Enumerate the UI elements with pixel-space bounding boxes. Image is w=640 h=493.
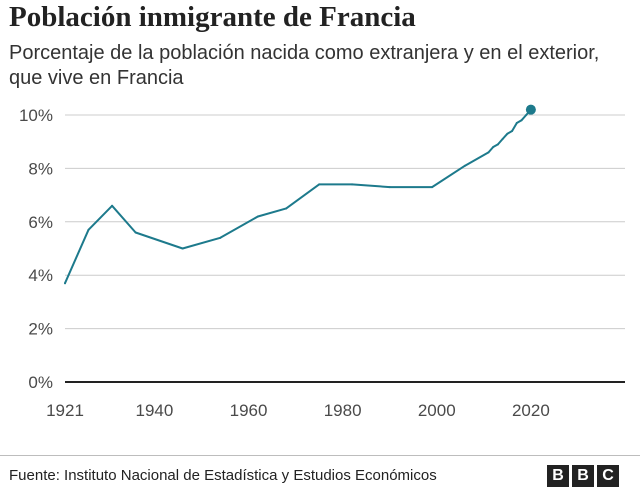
data-point: [388, 186, 391, 189]
x-tick-label: 2020: [512, 401, 550, 420]
data-series: [64, 104, 536, 285]
series-line: [64, 108, 532, 285]
data-point: [501, 138, 504, 141]
data-point: [496, 143, 499, 146]
data-point: [431, 186, 434, 189]
data-point: [464, 164, 466, 167]
y-tick-label: 0%: [28, 373, 53, 392]
x-tick-label: 1921: [46, 401, 84, 420]
x-tick-label: 1960: [230, 401, 268, 420]
data-point: [525, 114, 528, 116]
y-tick-label: 4%: [28, 266, 53, 285]
y-tick-labels: 0% 2% 4% 6% 8% 10%: [19, 106, 53, 392]
data-point: [181, 247, 184, 250]
data-point: [64, 282, 66, 285]
y-tick-label: 6%: [28, 213, 53, 232]
data-point: [515, 122, 518, 125]
data-point: [506, 132, 509, 135]
y-tick-label: 10%: [19, 106, 53, 125]
source-note: Fuente: Instituto Nacional de Estadístic…: [9, 467, 437, 484]
x-tick-label: 2000: [418, 401, 456, 420]
x-tick-label: 1980: [324, 401, 362, 420]
end-point-marker: [525, 104, 536, 115]
logo-letter-b1: B: [547, 465, 569, 487]
x-tick-label: 1940: [135, 401, 173, 420]
data-point: [134, 231, 137, 234]
x-tick-labels: 1921 1940 1960 1980 2000 2020: [46, 401, 550, 420]
data-point: [511, 130, 514, 133]
data-point: [285, 207, 288, 210]
data-point: [219, 236, 222, 239]
data-point: [351, 183, 354, 186]
line-chart: 0% 2% 4% 6% 8% 10% 1921 1940 1960 1980 2000 2020: [19, 104, 625, 420]
data-point: [111, 204, 114, 207]
data-point: [520, 119, 523, 122]
chart-title: Población inmigrante de Francia: [9, 1, 416, 33]
chart-subtitle: Porcentaje de la población nacida como e…: [9, 42, 600, 89]
data-point: [487, 151, 490, 154]
grid-lines: [65, 114, 625, 383]
logo-letter-b2: B: [572, 465, 594, 487]
data-point: [87, 228, 90, 231]
bbc-logo: B B C: [547, 465, 619, 487]
y-tick-label: 2%: [28, 320, 53, 339]
y-tick-label: 8%: [28, 159, 53, 178]
logo-letter-c: C: [597, 465, 619, 487]
data-point: [318, 183, 321, 186]
data-point: [492, 146, 495, 149]
data-point: [256, 215, 259, 218]
footer-divider: [0, 455, 640, 456]
